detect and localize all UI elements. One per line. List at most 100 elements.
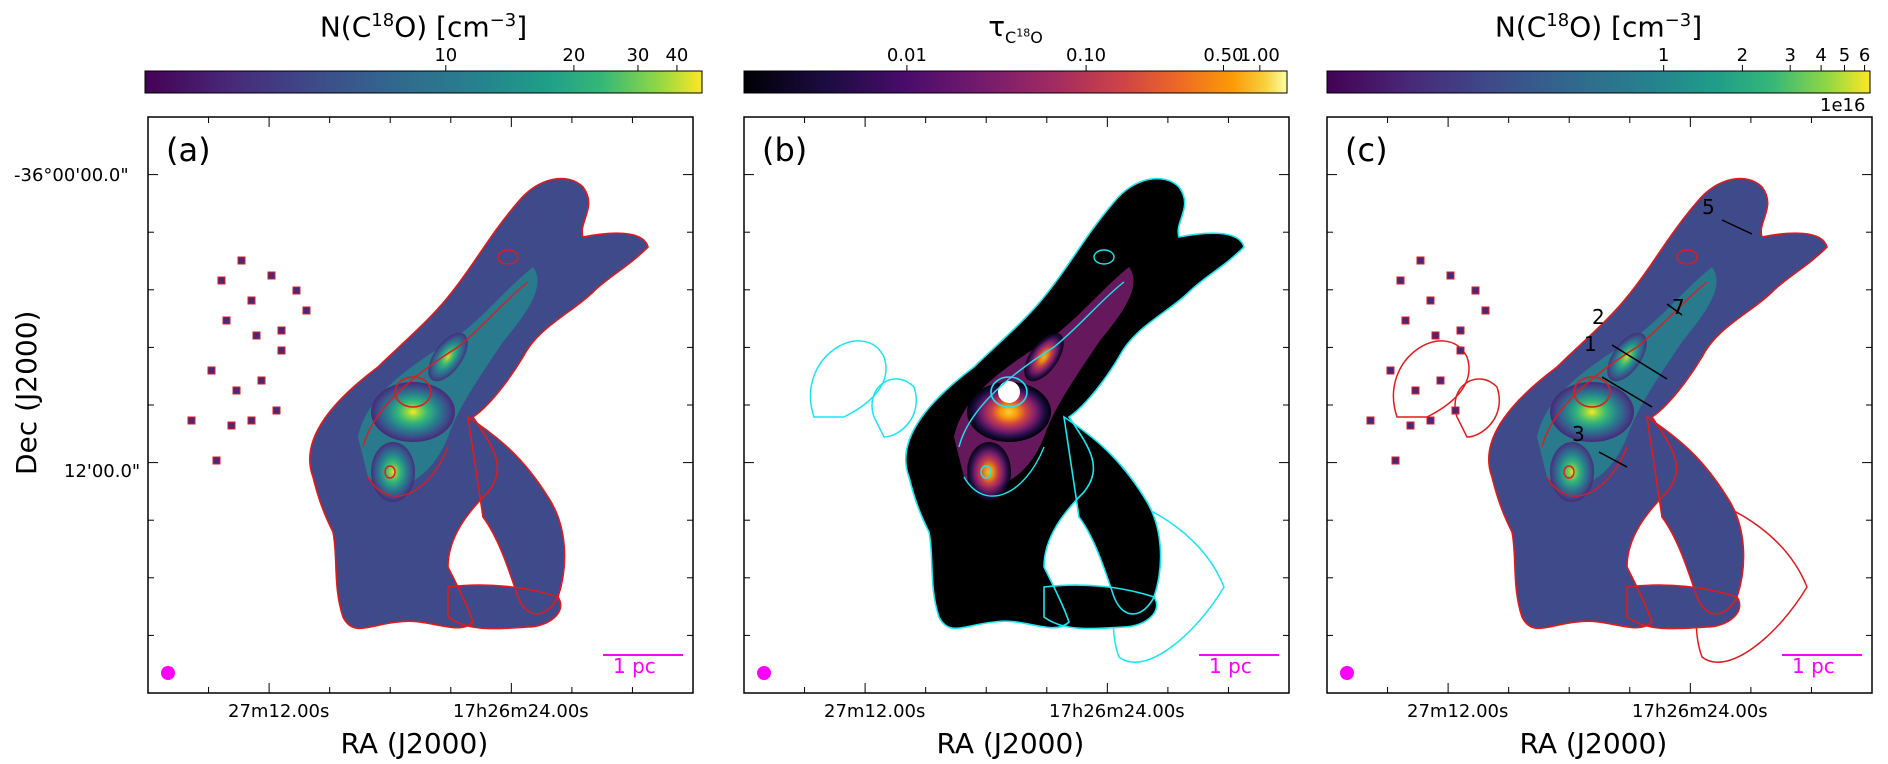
x-tick-label: 27m12.00s xyxy=(1407,701,1509,722)
panel-letter: (b) xyxy=(762,131,808,169)
cut-label: 3 xyxy=(1572,422,1585,446)
x-tick-label: 17h26m24.00s xyxy=(453,701,589,722)
noise-pixel xyxy=(1416,256,1425,265)
noise-pixel xyxy=(257,376,266,385)
contour-north-clump xyxy=(497,249,519,265)
y-tick-label: 12'00.0" xyxy=(64,461,141,482)
noise-pixel xyxy=(272,406,281,415)
colorbar-tick-label: 3 xyxy=(1784,45,1796,66)
contour-south-clump xyxy=(384,465,396,479)
scale-bar-label: 1 pc xyxy=(1209,654,1252,678)
beam-marker xyxy=(757,666,771,680)
noise-pixel xyxy=(1401,316,1410,325)
x-tick-label: 17h26m24.00s xyxy=(1049,701,1185,722)
colorbar xyxy=(743,70,1288,94)
southern-clump-emission xyxy=(967,442,1011,502)
noise-pixel xyxy=(277,346,286,355)
noise-pixel xyxy=(232,386,241,395)
masked-core xyxy=(998,381,1020,403)
noise-pixel xyxy=(1366,416,1375,425)
colorbar-tick-label: 6 xyxy=(1858,45,1871,66)
noise-pixel xyxy=(1431,331,1440,340)
contour-north-clump xyxy=(1093,249,1115,265)
noise-pixel xyxy=(212,456,221,465)
noise-pixel xyxy=(1406,421,1415,430)
x-tick-label: 17h26m24.00s xyxy=(1632,701,1768,722)
outer-contour-west-2 xyxy=(1454,378,1500,438)
colorbar xyxy=(144,70,703,94)
contour-core xyxy=(1573,376,1611,408)
x-axis-title: RA (J2000) xyxy=(936,727,1085,760)
colorbar xyxy=(1326,70,1871,94)
noise-pixel xyxy=(217,276,226,285)
noise-pixel xyxy=(1411,386,1420,395)
contour-core xyxy=(990,376,1028,408)
colorbar-label: τC18O xyxy=(988,10,1043,47)
noise-pixel xyxy=(1386,366,1395,375)
noise-pixel xyxy=(227,421,236,430)
colorbar-tick-label: 1.00 xyxy=(1239,45,1280,66)
cloud-emission xyxy=(1366,177,1828,663)
noise-pixel xyxy=(222,316,231,325)
noise-pixel xyxy=(1396,276,1405,285)
contour-core xyxy=(394,376,432,408)
noise-pixel xyxy=(1426,296,1435,305)
noise-pixel xyxy=(237,256,246,265)
noise-pixel xyxy=(1391,456,1400,465)
cut-line xyxy=(1601,376,1653,408)
cut-label: 7 xyxy=(1672,295,1685,319)
colorbar-label: N(C18O) [cm−3] xyxy=(319,10,528,44)
noise-pixel xyxy=(292,286,301,295)
cut-label: 5 xyxy=(1702,195,1715,219)
beam-marker xyxy=(161,666,175,680)
colorbar-tick-label: 0.50 xyxy=(1203,45,1244,66)
contour-south-clump xyxy=(1563,465,1575,479)
y-axis-title: Dec (J2000) xyxy=(10,310,43,475)
cut-label: 1 xyxy=(1584,332,1597,356)
central-hub-emission xyxy=(1550,382,1634,442)
contour-north-clump xyxy=(1676,249,1698,265)
cloud-emission xyxy=(187,177,649,630)
cut-line xyxy=(1611,344,1668,380)
scale-bar-label: 1 pc xyxy=(613,654,656,678)
panel-c xyxy=(1326,65,1873,694)
colorbar-tick-label: 4 xyxy=(1815,45,1827,66)
colorbar-tick-label: 5 xyxy=(1838,45,1851,66)
northern-ridge-emission xyxy=(1607,332,1647,382)
scale-bar-label: 1 pc xyxy=(1792,654,1835,678)
contour-south-clump xyxy=(980,465,992,479)
cut-line xyxy=(1721,219,1753,235)
beam-marker xyxy=(1340,666,1354,680)
outer-contour-west-2 xyxy=(871,378,917,438)
colorbar-tick-label: 10 xyxy=(434,45,458,66)
noise-pixel xyxy=(252,331,261,340)
noise-pixel xyxy=(1471,286,1480,295)
contour-mid xyxy=(362,281,529,497)
central-hub-emission xyxy=(371,382,455,442)
y-tick-label: -36°00'00.0" xyxy=(14,165,129,186)
noise-pixel xyxy=(1456,346,1465,355)
colorbar-label: N(C18O) [cm−3] xyxy=(1494,10,1703,44)
noise-pixel xyxy=(1451,406,1460,415)
contour-mid xyxy=(958,281,1125,497)
cut-line xyxy=(1598,451,1628,468)
central-hub-emission xyxy=(967,382,1051,442)
x-tick-label: 27m12.00s xyxy=(228,701,330,722)
southern-clump-emission xyxy=(371,442,415,502)
noise-pixel xyxy=(277,326,286,335)
noise-pixel xyxy=(302,306,311,315)
colorbar-tick-label: 30 xyxy=(626,45,650,66)
noise-pixel xyxy=(247,296,256,305)
x-axis-title: RA (J2000) xyxy=(1519,727,1668,760)
noise-pixel xyxy=(267,271,276,280)
southern-clump-emission xyxy=(1550,442,1594,502)
map-area xyxy=(743,116,1290,694)
colorbar-tick-label: 2 xyxy=(1736,45,1749,66)
colorbar-tick-label: 0.10 xyxy=(1066,45,1107,66)
x-tick-label: 27m12.00s xyxy=(824,701,926,722)
colorbar-tick-label: 0.01 xyxy=(886,45,927,66)
cut-line xyxy=(1666,303,1683,316)
cloud-emission xyxy=(809,177,1245,663)
northern-ridge-emission xyxy=(428,332,468,382)
